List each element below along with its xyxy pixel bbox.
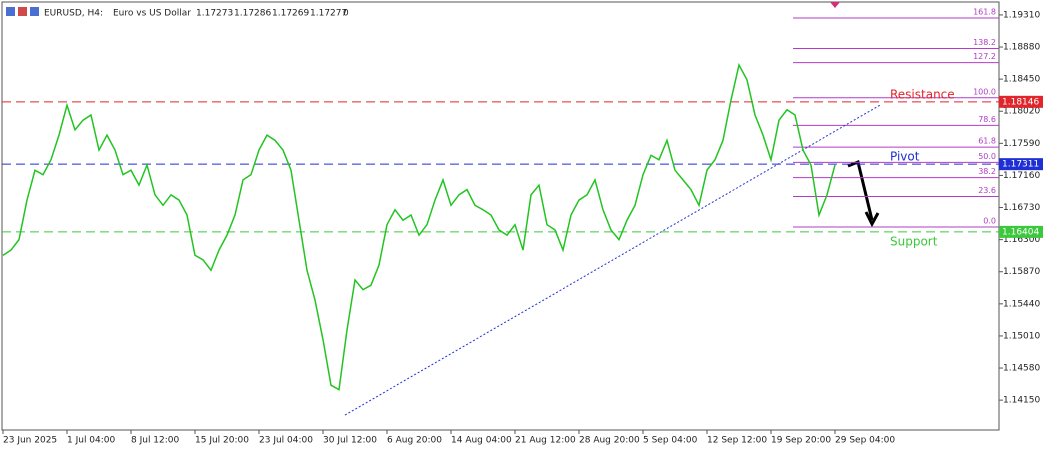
x-tick-label: 6 Aug 20:00: [387, 436, 442, 446]
y-tick-label: 1.14580: [1003, 364, 1040, 374]
header: EURUSD, H4: Euro vs US Dollar 1.17273 1.…: [6, 7, 349, 19]
x-tick-label: 23 Jun 2025: [3, 436, 57, 446]
x-tick-label: 29 Sep 04:00: [835, 436, 895, 446]
fib-label: 138.2: [973, 38, 996, 47]
volume: 0: [343, 9, 349, 19]
fib-label: 127.2: [973, 52, 996, 61]
fib-label: 0.0: [983, 216, 996, 225]
fib-label: 50.0: [978, 152, 996, 161]
arrow-head: [864, 211, 880, 228]
marker: [830, 2, 840, 8]
symbol: EURUSD, H4:: [44, 9, 103, 19]
trendline: [344, 104, 881, 416]
low: 1.17269: [272, 9, 309, 19]
arrow: [847, 159, 874, 221]
y-tick-label: 1.18020: [1003, 107, 1040, 117]
x-tick-label: 12 Sep 12:00: [707, 436, 767, 446]
x-tick-label: 30 Jul 12:00: [323, 436, 377, 446]
price-tag: [999, 158, 1043, 171]
x-tick-label: 21 Aug 12:00: [515, 436, 576, 446]
icon: [30, 7, 39, 16]
x-tick-label: 5 Sep 04:00: [643, 436, 698, 446]
y-tick-label: 1.17590: [1003, 139, 1040, 149]
fib-label: 78.6: [978, 115, 996, 124]
x-tick-label: 15 Jul 20:00: [195, 436, 249, 446]
x-tick-label: 1 Jul 04:00: [67, 436, 116, 446]
y-tick-label: 1.15870: [1003, 267, 1040, 277]
y-tick-label: 1.16300: [1003, 235, 1040, 245]
price-tag: [999, 225, 1043, 238]
icon: [18, 7, 27, 16]
price-tag-label: 1.17311: [1002, 160, 1039, 170]
x-tick-label: 8 Jul 12:00: [131, 436, 180, 446]
y-tick-label: 1.18450: [1003, 75, 1040, 85]
price-line: [2, 62, 836, 391]
plot-frame: [1, 1, 1000, 431]
close: 1.17277: [310, 9, 347, 19]
high: 1.17286: [234, 9, 271, 19]
fib-label: 100.0: [973, 87, 996, 96]
y-tick-label: 1.19310: [1003, 10, 1040, 20]
level-label: Support: [890, 234, 938, 248]
level-label: Resistance: [890, 87, 955, 101]
level-label: Pivot: [890, 150, 920, 164]
open: 1.17273: [196, 9, 233, 19]
y-tick-label: 1.15010: [1003, 331, 1040, 341]
fib-label: 161.8: [973, 7, 996, 16]
fib-label: 61.8: [978, 137, 996, 146]
description: Euro vs US Dollar: [113, 9, 191, 19]
price-tag-label: 1.16404: [1002, 227, 1039, 237]
y-tick-label: 1.16730: [1003, 203, 1040, 213]
fib-label: 23.6: [978, 186, 996, 195]
y-tick-label: 1.18880: [1003, 43, 1040, 53]
icon: [6, 7, 15, 16]
y-tick-label: 1.17160: [1003, 171, 1040, 181]
x-tick-label: 14 Aug 04:00: [451, 436, 512, 446]
y-tick-label: 1.14150: [1003, 396, 1040, 406]
price-tag-label: 1.18146: [1002, 97, 1039, 107]
price-tag: [999, 95, 1043, 108]
x-tick-label: 23 Jul 04:00: [259, 436, 313, 446]
x-tick-label: 28 Aug 20:00: [579, 436, 640, 446]
fib-label: 38.2: [978, 167, 996, 176]
y-tick-label: 1.15440: [1003, 299, 1040, 309]
x-tick-label: 19 Sep 20:00: [771, 436, 831, 446]
